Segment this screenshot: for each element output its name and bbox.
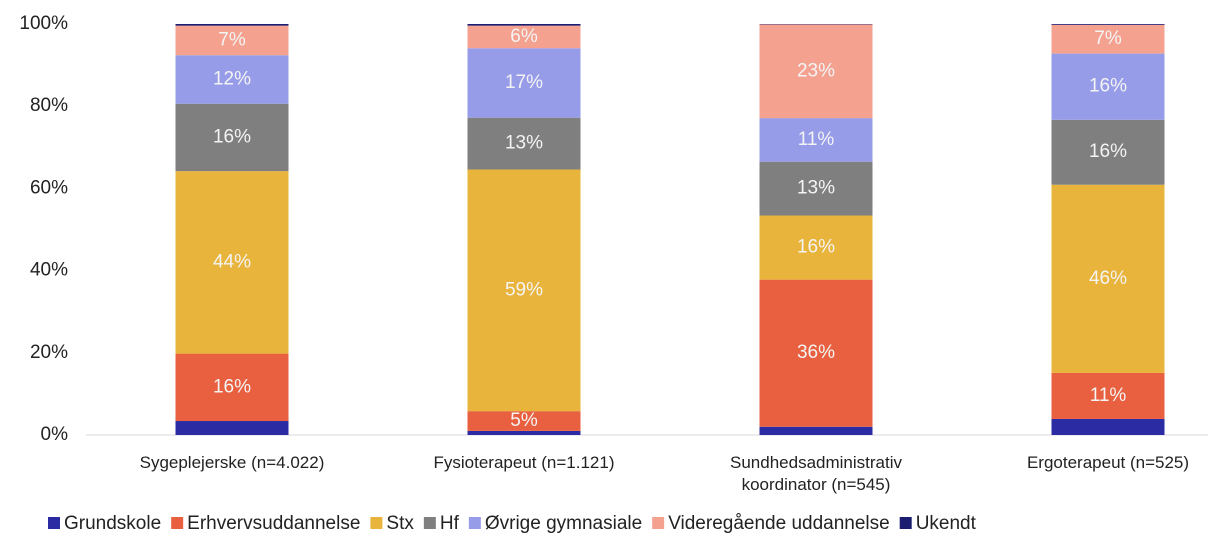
legend-label: Erhvervsuddannelse <box>187 513 360 534</box>
legend-swatch <box>652 517 665 529</box>
y-tick-label: 0% <box>41 424 69 445</box>
bar-segment <box>467 117 581 170</box>
bar-segment <box>759 279 873 427</box>
y-tick-label: 40% <box>30 260 68 281</box>
data-label: 11% <box>1090 385 1127 406</box>
bar-segment <box>759 24 873 119</box>
data-label: 5% <box>510 410 538 431</box>
bar-segment <box>175 171 289 354</box>
data-label: 11% <box>798 129 835 150</box>
bar-segment <box>1051 119 1165 185</box>
y-tick-label: 60% <box>30 177 68 198</box>
bar-segment <box>1051 184 1165 373</box>
legend-swatch <box>171 517 184 529</box>
bar-segment <box>467 411 581 431</box>
bar-segment <box>1051 24 1165 54</box>
bar-segment <box>1051 372 1165 419</box>
y-tick-label: 100% <box>19 13 68 34</box>
bar-segment <box>175 24 289 26</box>
data-label: 17% <box>505 72 543 93</box>
data-label: 16% <box>797 237 835 258</box>
x-tick-label: Fysioterapeut (n=1.121) <box>433 453 615 472</box>
bar-segment <box>467 169 581 412</box>
bar-segment <box>175 421 289 435</box>
data-label: 59% <box>505 279 543 300</box>
data-label: 13% <box>505 133 543 154</box>
legend-swatch <box>468 517 481 529</box>
legend-label: Stx <box>386 513 414 534</box>
data-label: 44% <box>213 251 251 272</box>
legend-label: Hf <box>440 513 460 534</box>
legend-swatch <box>423 517 436 529</box>
legend-swatch <box>48 517 60 529</box>
bar-segment <box>1051 24 1165 25</box>
data-label: 16% <box>213 376 251 397</box>
bar-segment <box>175 25 289 56</box>
x-tick-label: Sygeplejerske (n=4.022) <box>139 453 325 472</box>
bar-segment <box>467 48 581 118</box>
legend-label: Videregående uddannelse <box>668 513 890 534</box>
legend-label: Øvrige gymnasiale <box>485 513 642 534</box>
bar-segment <box>1051 418 1165 435</box>
x-tick-label: Sundhedsadministrativ koordinator (n=545… <box>730 453 902 494</box>
bar-segment <box>175 103 289 172</box>
bar-segment <box>759 118 873 162</box>
bar-segment <box>759 161 873 216</box>
bar-segment <box>175 353 289 422</box>
legend-swatch <box>370 517 383 529</box>
bar-segment <box>467 24 581 26</box>
data-label: 36% <box>797 342 835 363</box>
data-label: 16% <box>213 126 251 147</box>
y-tick-label: 80% <box>30 95 68 116</box>
bar-segment <box>467 25 581 49</box>
legend-label: Grundskole <box>64 513 161 534</box>
legend-swatch <box>899 517 912 529</box>
data-label: 13% <box>797 178 835 199</box>
legend-label: Ukendt <box>916 513 977 534</box>
data-label: 16% <box>1089 76 1127 97</box>
data-label: 46% <box>1089 268 1127 289</box>
bar-segment <box>759 426 873 435</box>
bar-segment <box>467 430 581 435</box>
data-label: 7% <box>1094 28 1122 49</box>
data-label: 6% <box>510 26 538 47</box>
x-tick-label: Ergoterapeut (n=525) <box>1026 453 1190 472</box>
bar-segment <box>175 55 289 104</box>
data-label: 7% <box>218 29 246 50</box>
y-tick-label: 20% <box>30 342 68 363</box>
data-label: 12% <box>213 69 251 90</box>
data-label: 16% <box>1089 141 1127 162</box>
bar-segment <box>1051 53 1165 120</box>
data-label: 23% <box>797 60 835 81</box>
bar-segment <box>759 215 873 280</box>
